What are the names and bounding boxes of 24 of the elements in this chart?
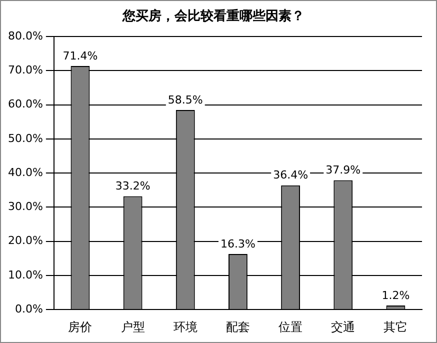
chart-title: 您买房，会比较看重哪些因素？ [122,8,304,24]
x-tick-label: 环境 [173,320,198,334]
data-label: 36.4% [273,168,308,182]
y-tick-label: 40.0% [8,166,43,179]
x-tick-label: 位置 [278,320,303,334]
y-tick-label: 70.0% [8,64,43,77]
x-tick-label: 其它 [384,320,408,334]
data-label: 58.5% [168,93,203,106]
y-tick-label: 0.0% [14,302,43,316]
y-tick-label: 60.0% [8,98,43,111]
data-label: 16.3% [220,237,256,250]
x-tick-label: 配套 [226,320,250,334]
x-tick-label: 户型 [120,320,145,334]
y-tick-label: 20.0% [8,234,43,248]
data-label: 71.4% [62,49,98,62]
y-tick-label: 80.0% [8,29,43,42]
data-label: 37.9% [326,164,361,177]
data-label: 1.2% [382,288,410,302]
y-tick-label: 30.0% [8,200,43,214]
x-tick-label: 房价 [68,320,92,334]
y-tick-label: 50.0% [8,132,43,145]
y-tick-label: 10.0% [8,268,43,282]
data-label: 33.2% [115,180,150,193]
x-tick-label: 交通 [331,320,356,334]
